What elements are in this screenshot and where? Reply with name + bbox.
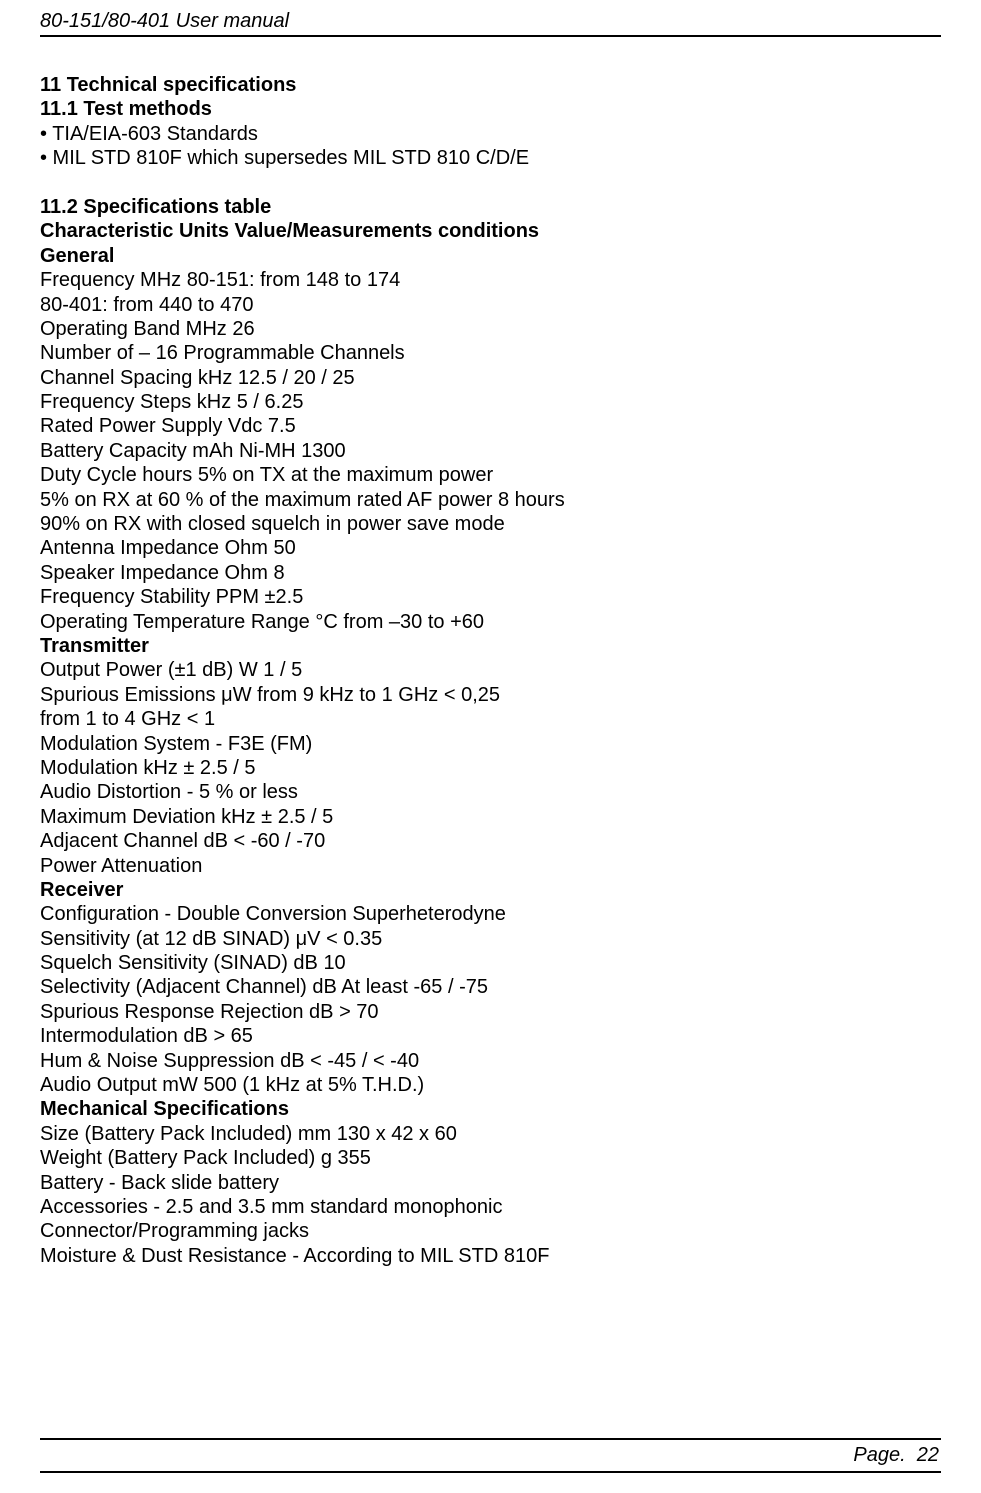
receiver-line: Intermodulation dB > 65 [40,1024,941,1048]
transmitter-line: Adjacent Channel dB < -60 / -70 [40,829,941,853]
receiver-line: Configuration - Double Conversion Superh… [40,902,941,926]
page-header: 80-151/80-401 User manual [40,10,941,37]
heading-2-test-methods: 11.1 Test methods [40,97,941,121]
footer-text: Page. 22 [40,1444,941,1467]
section-general: General [40,244,941,268]
general-line: Battery Capacity mAh Ni-MH 1300 [40,439,941,463]
section-receiver: Receiver [40,878,941,902]
general-line: Frequency Stability PPM ±2.5 [40,585,941,609]
transmitter-line: from 1 to 4 GHz < 1 [40,707,941,731]
content-body: 11 Technical specifications 11.1 Test me… [40,73,941,1268]
general-line: 5% on RX at 60 % of the maximum rated AF… [40,488,941,512]
subhead-characteristics: Characteristic Units Value/Measurements … [40,219,941,243]
blank-line [40,171,941,195]
general-line: Operating Temperature Range °C from –30 … [40,610,941,634]
header-title: 80-151/80-401 User manual [40,10,289,32]
transmitter-line: Power Attenuation [40,854,941,878]
bullet-tia: • TIA/EIA-603 Standards [40,122,941,146]
general-line: 90% on RX with closed squelch in power s… [40,512,941,536]
heading-1: 11 Technical specifications [40,73,941,97]
general-line: Rated Power Supply Vdc 7.5 [40,414,941,438]
general-line: Speaker Impedance Ohm 8 [40,561,941,585]
transmitter-line: Audio Distortion - 5 % or less [40,780,941,804]
mechanical-line: Accessories - 2.5 and 3.5 mm standard mo… [40,1195,941,1219]
footer-rule-bottom [40,1471,941,1473]
mechanical-line: Connector/Programming jacks [40,1219,941,1243]
mechanical-line: Battery - Back slide battery [40,1171,941,1195]
transmitter-line: Output Power (±1 dB) W 1 / 5 [40,658,941,682]
general-line: Frequency Steps kHz 5 / 6.25 [40,390,941,414]
receiver-line: Hum & Noise Suppression dB < -45 / < -40 [40,1049,941,1073]
bullet-mil: • MIL STD 810F which supersedes MIL STD … [40,146,941,170]
receiver-line: Squelch Sensitivity (SINAD) dB 10 [40,951,941,975]
receiver-line: Spurious Response Rejection dB > 70 [40,1000,941,1024]
general-line: Operating Band MHz 26 [40,317,941,341]
receiver-line: Sensitivity (at 12 dB SINAD) μV < 0.35 [40,927,941,951]
general-line: Duty Cycle hours 5% on TX at the maximum… [40,463,941,487]
general-line: Frequency MHz 80-151: from 148 to 174 [40,268,941,292]
footer-page-label: Page. [853,1444,905,1466]
transmitter-line: Modulation kHz ± 2.5 / 5 [40,756,941,780]
page-footer: Page. 22 [40,1438,941,1473]
section-mechanical: Mechanical Specifications [40,1097,941,1121]
receiver-line: Selectivity (Adjacent Channel) dB At lea… [40,975,941,999]
general-line: 80-401: from 440 to 470 [40,293,941,317]
transmitter-line: Maximum Deviation kHz ± 2.5 / 5 [40,805,941,829]
general-line: Antenna Impedance Ohm 50 [40,536,941,560]
receiver-line: Audio Output mW 500 (1 kHz at 5% T.H.D.) [40,1073,941,1097]
general-line: Channel Spacing kHz 12.5 / 20 / 25 [40,366,941,390]
heading-2-spec-table: 11.2 Specifications table [40,195,941,219]
general-line: Number of – 16 Programmable Channels [40,341,941,365]
section-transmitter: Transmitter [40,634,941,658]
page: 80-151/80-401 User manual 11 Technical s… [0,0,981,1493]
transmitter-line: Modulation System - F3E (FM) [40,732,941,756]
footer-page-number: 22 [917,1444,939,1466]
mechanical-line: Size (Battery Pack Included) mm 130 x 42… [40,1122,941,1146]
mechanical-line: Moisture & Dust Resistance - According t… [40,1244,941,1268]
mechanical-line: Weight (Battery Pack Included) g 355 [40,1146,941,1170]
footer-rule-top [40,1438,941,1440]
transmitter-line: Spurious Emissions μW from 9 kHz to 1 GH… [40,683,941,707]
